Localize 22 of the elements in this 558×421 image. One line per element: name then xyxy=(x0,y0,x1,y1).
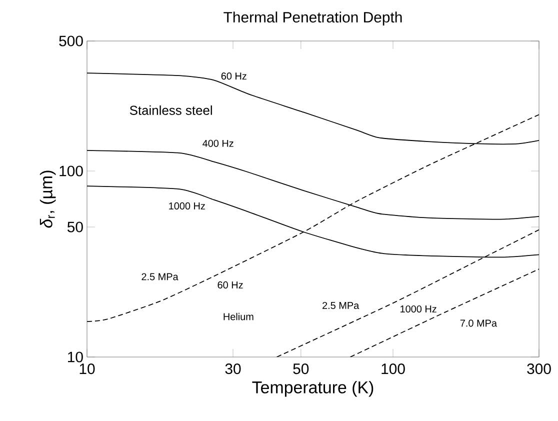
annotation: Stainless steel xyxy=(130,105,212,115)
x-tick-label: 100 xyxy=(382,364,405,374)
y-tick-label: 500 xyxy=(59,36,83,46)
y-tick-label: 10 xyxy=(68,352,83,362)
annotation: 2.5 MPa xyxy=(142,273,178,280)
x-tick-label: 50 xyxy=(293,364,309,374)
annotation: 1000 Hz xyxy=(400,305,436,312)
annotation: 60 Hz xyxy=(221,72,246,80)
annotation: Helium xyxy=(224,312,254,320)
y-tick-label: 100 xyxy=(60,166,83,176)
y-axis-title: δ$_{r}$, (µm) xyxy=(40,170,56,228)
x-tick-label: 30 xyxy=(225,364,241,374)
x-axis-title: Temperature (K) xyxy=(252,380,374,397)
annotation: 2.5 MPa xyxy=(322,302,360,310)
annotation: 7.0 MPa xyxy=(460,320,497,327)
annotation: 60 Hz xyxy=(218,281,243,288)
x-tick-label: 10 xyxy=(80,364,95,374)
annotation: 400 Hz xyxy=(202,140,234,147)
annotation: 1000 Hz xyxy=(169,202,205,210)
x-tick-label: 300 xyxy=(527,364,551,374)
y-tick-label: 50 xyxy=(67,222,83,232)
chart-title: Thermal Penetration Depth xyxy=(224,12,402,26)
